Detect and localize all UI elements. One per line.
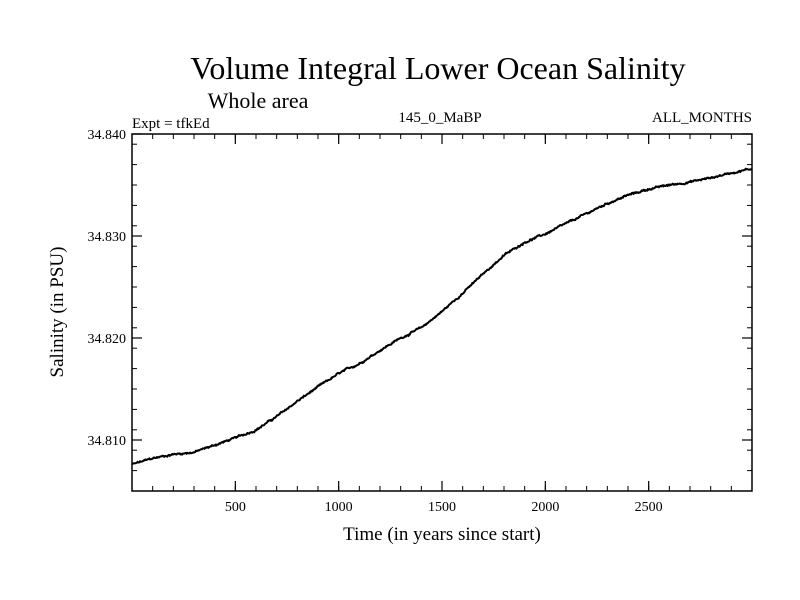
x-tick-label: 2000 — [531, 500, 559, 515]
x-tick-label: 1500 — [428, 500, 456, 515]
salinity-series-line — [131, 167, 753, 466]
x-axis-label: Time (in years since start) — [343, 524, 541, 545]
chart-title: Volume Integral Lower Ocean Salinity — [190, 50, 685, 86]
plot-frame — [131, 133, 753, 492]
x-tick-label: 2500 — [635, 500, 663, 515]
y-tick-label: 34.830 — [88, 230, 127, 245]
y-tick-label: 34.810 — [88, 434, 127, 449]
annotation-left: Expt = tfkEd — [132, 116, 210, 132]
x-tick-label: 1000 — [325, 500, 353, 515]
annotation-center: 145_0_MaBP — [398, 110, 481, 126]
chart-subtitle: Whole area — [208, 88, 309, 113]
x-tick-label: 500 — [225, 500, 246, 515]
plot-area: 500 1000 1500 2000 2500 34.810 34.820 34.830 34.… — [88, 128, 753, 515]
y-tick-label: 34.840 — [88, 128, 127, 143]
annotation-right: ALL_MONTHS — [652, 110, 752, 126]
y-axis-label: Salinity (in PSU) — [47, 247, 68, 378]
y-tick-label: 34.820 — [88, 332, 127, 347]
